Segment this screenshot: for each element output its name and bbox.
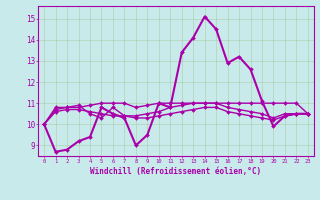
- X-axis label: Windchill (Refroidissement éolien,°C): Windchill (Refroidissement éolien,°C): [91, 167, 261, 176]
